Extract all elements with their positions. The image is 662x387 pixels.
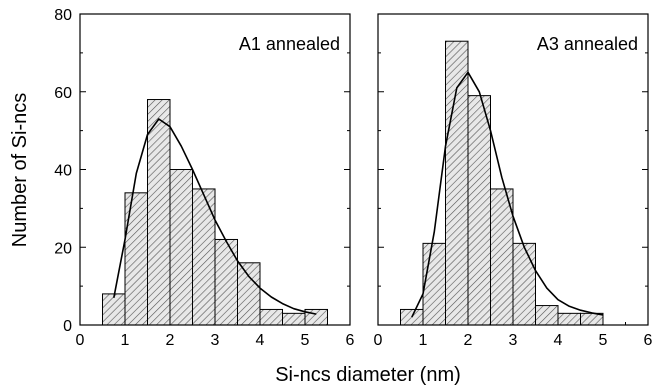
histogram-bar	[214, 238, 238, 326]
histogram-bar	[259, 308, 283, 326]
histogram-bar	[422, 242, 446, 326]
histogram-bar	[535, 305, 559, 326]
x-tick-label: 0	[374, 332, 383, 349]
histogram-bar	[147, 99, 171, 326]
x-tick-label: 5	[301, 332, 310, 349]
histogram-bar	[124, 192, 148, 326]
x-tick-label: 1	[121, 332, 130, 349]
fit-curve	[411, 71, 604, 318]
x-tick-label: 6	[346, 332, 355, 349]
x-tick-label: 3	[211, 332, 220, 349]
y-tick-label: 0	[63, 318, 72, 335]
x-tick-label: 1	[419, 332, 428, 349]
histogram-bar	[237, 262, 261, 326]
x-tick-label: 4	[256, 332, 265, 349]
x-tick-label: 2	[464, 332, 473, 349]
x-tick-label: 6	[644, 332, 653, 349]
panel-label: A1 annealed	[239, 34, 340, 54]
histogram-bar	[169, 169, 193, 326]
histogram-bar	[282, 312, 306, 326]
y-tick-label: 60	[54, 85, 72, 102]
histogram-bar	[467, 95, 491, 326]
x-tick-label: 2	[166, 332, 175, 349]
histogram-bar	[490, 188, 514, 326]
histogram-bar	[557, 312, 581, 326]
histogram-bar	[400, 308, 424, 326]
x-tick-label: 5	[599, 332, 608, 349]
x-tick-label: 4	[554, 332, 563, 349]
panel-label: A3 annealed	[537, 34, 638, 54]
y-tick-label: 20	[54, 240, 72, 257]
y-tick-label: 80	[54, 7, 72, 24]
x-tick-label: 0	[76, 332, 85, 349]
panel-2: 0 1 2 3 4 5 6 A3 annealed	[374, 13, 653, 349]
histogram-bar	[192, 188, 216, 326]
y-axis-title: Number of Si-ncs	[9, 93, 31, 248]
histogram-bar	[445, 40, 469, 326]
x-axis-title: Si-ncs diameter (nm)	[275, 364, 461, 386]
fit-curve	[113, 118, 317, 315]
histogram-bar	[512, 242, 536, 326]
y-tick-label: 40	[54, 163, 72, 180]
x-tick-label: 3	[509, 332, 518, 349]
histogram-bar	[102, 293, 126, 326]
